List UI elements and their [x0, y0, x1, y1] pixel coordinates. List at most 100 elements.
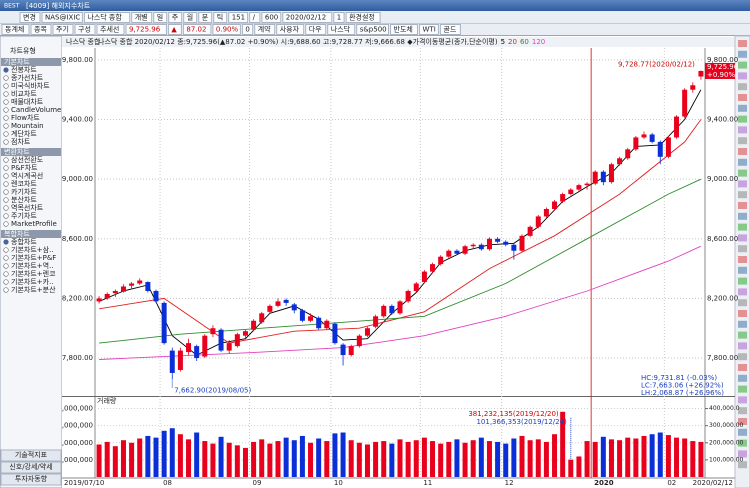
tool-icon[interactable] [738, 320, 747, 328]
toolbar-button[interactable] [254, 24, 276, 35]
sidebar-button[interactable] [0, 449, 62, 462]
toolbar-button[interactable] [327, 24, 356, 35]
toolbar-button[interactable] [83, 12, 131, 23]
radio[interactable] [3, 205, 9, 211]
radio[interactable] [3, 123, 9, 129]
radio[interactable] [3, 99, 9, 105]
chart-type-option[interactable]: P&F차트 [11, 163, 38, 172]
toolbar-label[interactable]: 나스닥 종합 [87, 13, 122, 22]
tool-icon[interactable] [738, 191, 747, 199]
toolbar-label[interactable]: 87.02 [186, 26, 206, 34]
toolbar-button[interactable] [30, 24, 52, 35]
tool-icon[interactable] [738, 40, 747, 47]
toolbar-button[interactable] [249, 12, 261, 23]
tool-icon[interactable] [738, 374, 747, 382]
tool-icon[interactable] [738, 158, 747, 166]
toolbar-label[interactable]: 9,725.96 [129, 26, 161, 34]
toolbar-label[interactable]: NAS@IXIC [45, 14, 80, 22]
chart-type-option[interactable]: 기본차트+카.. [11, 277, 54, 286]
chart-type-option[interactable]: 역목선차트 [11, 203, 44, 212]
tool-icon[interactable] [738, 245, 747, 253]
toolbar-label[interactable]: 다우 [309, 25, 322, 34]
toolbar-label[interactable]: 추세선 [100, 25, 119, 34]
toolbar-label[interactable]: 골드 [443, 26, 456, 34]
tool-icon[interactable] [738, 418, 747, 425]
toolbar-button[interactable] [241, 24, 254, 35]
sidebar-button[interactable] [0, 473, 62, 486]
tool-icon[interactable] [738, 83, 747, 91]
toolbar-label[interactable]: 동계체 [5, 25, 24, 34]
toolbar-button[interactable] [356, 24, 390, 35]
toolbar-label[interactable]: 분 [202, 14, 209, 22]
tool-icon[interactable] [738, 461, 747, 469]
toolbar-button[interactable] [182, 24, 212, 35]
toolbar-button[interactable] [74, 24, 96, 35]
toolbar-label[interactable]: 일 [157, 13, 163, 22]
tool-icon[interactable] [738, 396, 747, 404]
radio[interactable] [3, 271, 9, 277]
radio[interactable] [3, 255, 9, 261]
toolbar-label[interactable]: 600 [265, 14, 278, 22]
chart-type-option[interactable]: 종합차트 [11, 237, 37, 246]
chart-type-option[interactable]: 비교차트 [11, 89, 37, 98]
toolbar-button[interactable] [52, 24, 74, 35]
sidebar-button[interactable] [0, 461, 62, 474]
radio[interactable] [3, 181, 9, 187]
radio[interactable] [3, 131, 9, 137]
toolbar-label[interactable]: 주 [172, 14, 179, 22]
tool-icon[interactable] [738, 428, 747, 436]
tool-icon[interactable] [738, 342, 747, 350]
chart-type-option[interactable]: 미국식바차트 [11, 81, 50, 90]
toolbar-label[interactable]: 반도체 [394, 25, 413, 34]
radio[interactable] [3, 139, 9, 145]
radio[interactable] [3, 287, 9, 293]
toolbar-button[interactable] [96, 24, 125, 35]
toolbar-button[interactable] [228, 12, 249, 23]
tool-icon[interactable] [738, 277, 747, 285]
toolbar-label[interactable]: 0 [245, 26, 249, 34]
tool-icon[interactable] [738, 50, 747, 58]
toolbar-button[interactable] [261, 12, 282, 23]
toolbar-label[interactable]: 월 [187, 13, 193, 22]
tool-icon[interactable] [738, 169, 747, 177]
chart-type-option[interactable]: 점차트 [11, 137, 31, 146]
chart-type-option[interactable]: Mountain [11, 122, 44, 130]
tool-icon[interactable] [738, 310, 747, 317]
sidebar-button-label[interactable]: 기술적지표 [15, 450, 48, 459]
sidebar-button-label[interactable]: 투자자동향 [15, 474, 48, 483]
tool-icon[interactable] [738, 353, 747, 361]
toolbar-label[interactable]: 1 [337, 14, 341, 22]
tool-icon[interactable] [738, 126, 747, 134]
toolbar-button[interactable] [276, 24, 305, 35]
toolbar-label[interactable]: s&p500 [360, 26, 387, 34]
chart-type-option[interactable]: 기본차트+P&F [11, 253, 56, 262]
chart-type-option[interactable]: 역시계곡선 [11, 171, 43, 180]
tool-icon[interactable] [738, 439, 747, 447]
toolbar-button[interactable] [212, 24, 241, 35]
tool-icon[interactable] [738, 212, 747, 220]
tool-icon[interactable] [738, 180, 747, 188]
toolbar-label[interactable]: 구성 [78, 25, 91, 34]
toolbar-button[interactable] [168, 12, 183, 23]
chart-type-option[interactable]: 계단차트 [11, 129, 37, 138]
toolbar-label[interactable]: 주기 [56, 25, 69, 34]
toolbar-button[interactable] [439, 24, 461, 35]
toolbar-button[interactable] [1, 24, 30, 35]
toolbar-button[interactable] [125, 24, 167, 35]
toolbar-label[interactable]: WTI [423, 26, 436, 34]
radio[interactable] [3, 279, 9, 285]
tool-icon[interactable] [738, 450, 747, 458]
toolbar-button[interactable] [305, 24, 327, 35]
tool-icon[interactable] [738, 61, 747, 69]
radio[interactable] [3, 221, 9, 227]
radio[interactable] [3, 165, 9, 171]
tool-icon[interactable] [738, 234, 747, 242]
toolbar-button[interactable] [282, 12, 333, 23]
chart-type-option[interactable]: 렌코차트 [11, 179, 37, 188]
radio[interactable] [3, 213, 9, 219]
radio[interactable] [3, 83, 9, 89]
toolbar-label[interactable]: 계약 [258, 25, 271, 34]
toolbar-button[interactable] [183, 12, 198, 23]
chart-type-option[interactable]: CandleVolume [11, 106, 61, 114]
tool-icon[interactable] [738, 331, 747, 339]
